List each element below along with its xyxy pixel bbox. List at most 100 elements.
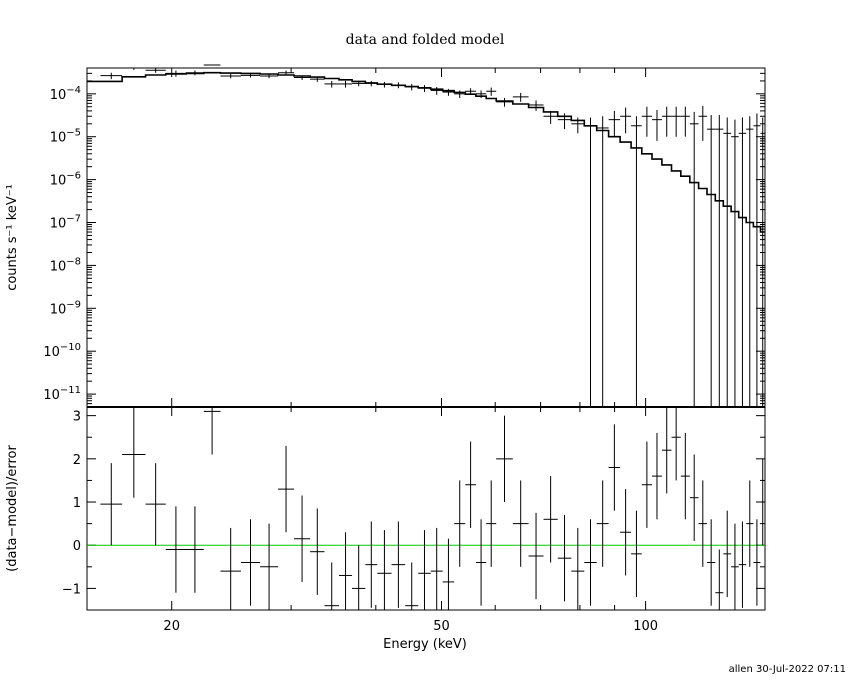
data-point <box>661 106 672 137</box>
y-tick-label: −1 <box>62 582 81 597</box>
data-point <box>584 117 597 407</box>
y-tick-label: 10−9 <box>50 299 81 317</box>
data-point <box>543 110 558 124</box>
residual-point <box>584 519 597 606</box>
residual-point <box>405 562 419 610</box>
bottom-panel-residuals <box>87 407 765 610</box>
residual-point <box>512 480 529 567</box>
residual-point <box>220 527 241 610</box>
residual-point <box>652 432 662 520</box>
top-y-axis-label: counts s⁻¹ keV⁻¹ <box>5 184 20 291</box>
residual-point <box>715 549 724 610</box>
residual-point <box>186 506 204 593</box>
residual-point <box>620 489 632 576</box>
residual-point <box>475 519 487 606</box>
data-point <box>496 97 513 107</box>
data-point <box>631 116 642 407</box>
data-point <box>715 115 724 407</box>
bottom-panel-frame <box>86 406 766 611</box>
residual-point <box>641 441 653 528</box>
bottom-panel-axes: 20 50 100 −1 0 1 2 3 <box>62 406 766 634</box>
residual-point <box>671 407 681 481</box>
y-tick-label: 3 <box>73 410 81 425</box>
top-y-axis-label-text: counts s⁻¹ keV⁻¹ <box>5 184 20 291</box>
residual-point <box>723 510 732 598</box>
residual-point <box>596 480 609 567</box>
y-tick-label: 0 <box>73 539 81 554</box>
residual-point <box>454 480 466 567</box>
residual-point <box>486 480 497 567</box>
residual-point <box>760 458 765 546</box>
residual-point <box>661 407 672 494</box>
residual-point <box>731 523 739 610</box>
residual-point <box>465 441 476 528</box>
y-tick-label: 10−8 <box>50 256 81 274</box>
residual-point <box>442 538 455 610</box>
data-point <box>486 87 497 96</box>
top-panel-frame <box>86 67 766 408</box>
residual-point <box>418 530 431 610</box>
residual-point <box>430 527 443 610</box>
residual-point <box>391 521 406 608</box>
residual-point <box>707 519 716 606</box>
residual-point <box>324 562 340 610</box>
residual-point <box>608 424 621 511</box>
residual-point <box>528 512 544 600</box>
data-point <box>620 107 632 134</box>
data-point <box>203 64 221 66</box>
data-point <box>731 119 739 407</box>
residual-point <box>294 495 311 582</box>
residual-point <box>100 463 123 546</box>
residual-point <box>203 407 221 455</box>
residual-point <box>543 476 558 563</box>
data-point <box>145 68 166 73</box>
residual-point <box>365 521 378 608</box>
residual-point <box>339 532 353 610</box>
residual-point <box>145 463 166 546</box>
data-point <box>652 109 662 141</box>
data-point <box>698 106 708 141</box>
data-point <box>680 106 690 137</box>
residual-point <box>571 527 585 610</box>
residual-point <box>310 508 325 595</box>
data-point <box>608 110 621 137</box>
residual-point <box>122 407 146 498</box>
top-panel-data <box>100 64 765 407</box>
bottom-y-axis-label: (data−model)/error <box>5 445 20 572</box>
data-point <box>430 86 443 95</box>
data-point <box>339 80 353 88</box>
y-tick-label: 1 <box>73 496 81 511</box>
residual-point <box>557 514 572 602</box>
residual-point <box>698 480 708 567</box>
y-tick-label: 10−10 <box>43 342 81 360</box>
residual-point <box>738 521 747 608</box>
footer-stamp: allen 30-Jul-2022 07:11 <box>729 664 846 675</box>
residual-point <box>631 510 642 598</box>
data-point <box>753 113 761 407</box>
data-point <box>689 111 699 407</box>
residual-point <box>746 480 754 567</box>
x-axis-label: Energy (keV) <box>383 637 467 652</box>
data-point <box>122 67 146 70</box>
residual-point <box>496 415 513 503</box>
data-point <box>707 115 716 407</box>
residual-point <box>753 519 761 606</box>
data-point <box>760 117 765 407</box>
residual-point <box>689 454 699 541</box>
data-point <box>220 73 241 79</box>
data-point <box>596 116 609 407</box>
x-tick-label: 20 <box>163 619 180 634</box>
residual-point <box>377 530 392 610</box>
residual-point <box>240 519 261 606</box>
data-point <box>641 106 653 137</box>
data-point <box>512 92 529 102</box>
model-curve <box>87 71 765 233</box>
y-tick-label: 10−4 <box>50 85 81 103</box>
data-point <box>723 117 732 407</box>
residual-point <box>680 432 690 520</box>
residual-point <box>260 523 279 610</box>
data-point <box>528 100 544 111</box>
x-tick-label: 50 <box>433 619 450 634</box>
